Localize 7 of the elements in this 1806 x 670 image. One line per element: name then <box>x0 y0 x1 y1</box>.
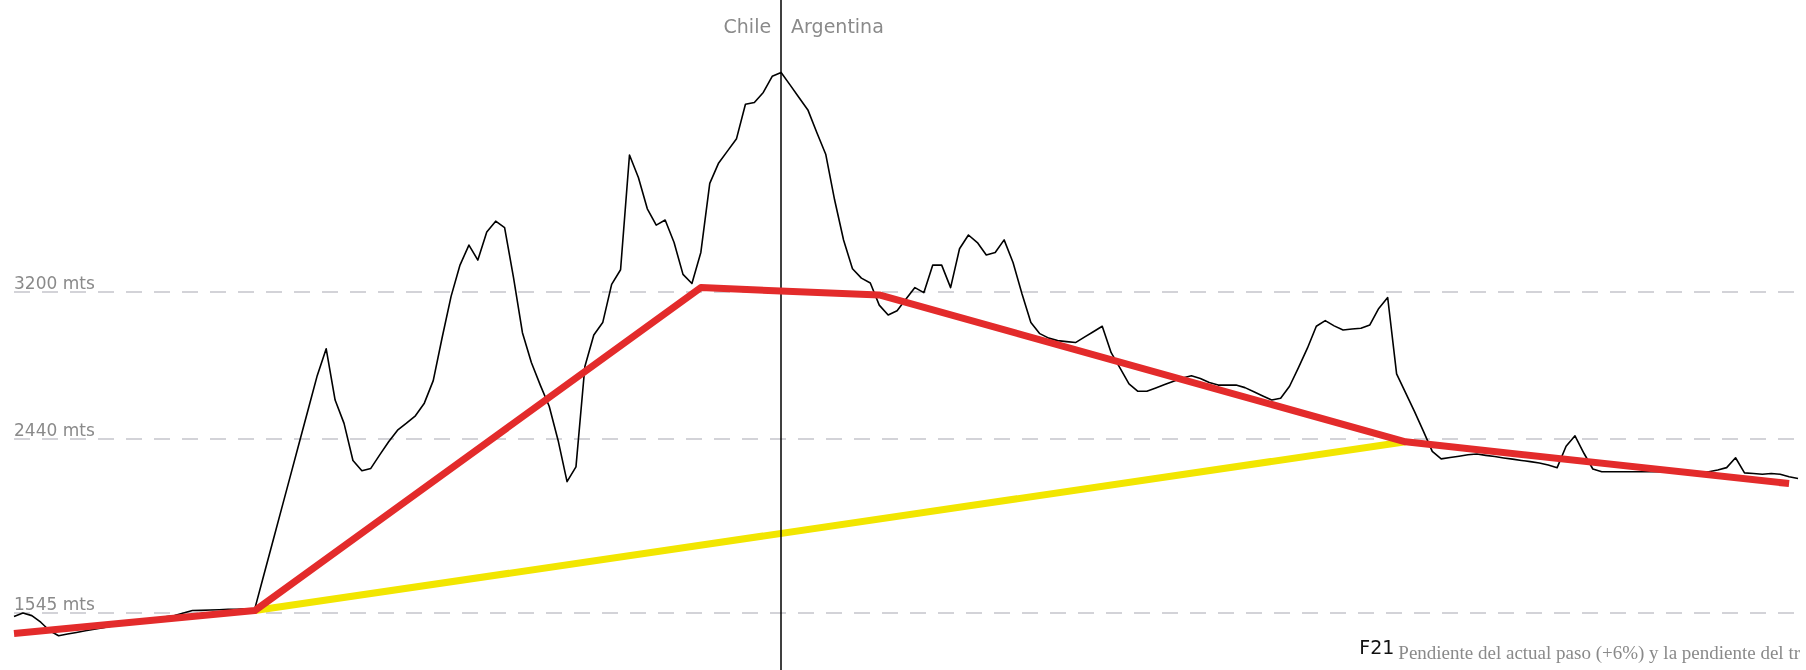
annotation: F21 <box>1359 635 1395 658</box>
y-tick-label: 3200 mts <box>14 272 95 293</box>
y-tick-label: 1545 mts <box>14 594 95 615</box>
y-tick-label: 2440 mts <box>14 420 95 441</box>
annotation: Chile <box>723 14 772 37</box>
annotation: Argentina <box>791 14 884 37</box>
annotation: Pendiente del actual paso (+6%) y la pendiente del tr <box>1398 642 1801 664</box>
